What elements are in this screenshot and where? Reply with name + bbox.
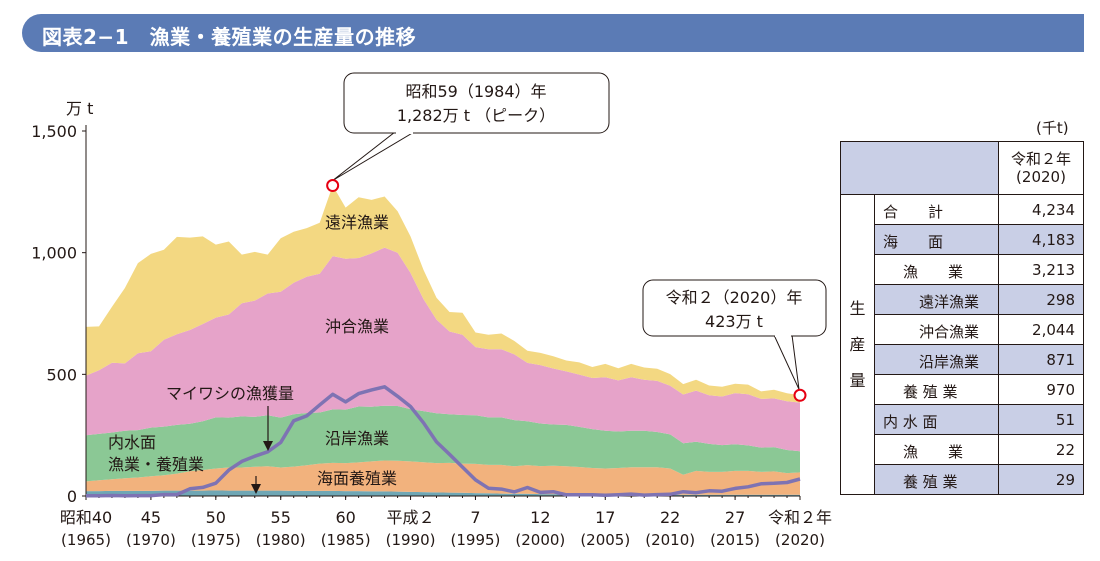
- x-tick-label: 27: [725, 508, 745, 527]
- x-tick-label: 昭和40: [60, 508, 112, 527]
- row-label-coastal: 沿岸漁業: [919, 353, 980, 371]
- table-unit: (千t): [1036, 119, 1069, 137]
- callout-peak-box: [343, 72, 610, 134]
- table-row-value: 871: [998, 344, 1084, 375]
- table-header-blank: [840, 141, 999, 195]
- table-row-label: 合 計: [874, 194, 999, 225]
- row-label-inland-aquaculture: 養 殖 業: [903, 473, 958, 491]
- callout-2020-box: [642, 279, 827, 337]
- production-table: 令和２年 (2020) 生産量 合 計 4,234 海 面 4,183 漁 業 3…: [840, 141, 1084, 495]
- y-tick-label: 1,000: [31, 244, 77, 263]
- sardine-line: [85, 385, 801, 498]
- y-tick-label: 0: [67, 487, 77, 506]
- x-tick-year: (2020): [775, 531, 825, 549]
- x-tick-year: (2015): [710, 531, 760, 549]
- area-series-4: [86, 185, 800, 403]
- row-label-aquaculture: 養 殖 業: [903, 383, 958, 401]
- x-tick-year: (1995): [451, 531, 501, 549]
- x-tick-year: (1990): [386, 531, 436, 549]
- area-series-1: [86, 460, 800, 495]
- x-tick-year: (2010): [645, 531, 695, 549]
- callout-2020-pointer: [773, 334, 800, 390]
- callout-peak-line1: 昭和59（1984）年: [405, 82, 546, 101]
- y-axis-unit: 万 t: [66, 99, 93, 118]
- table-header-line2: (2020): [1016, 168, 1066, 186]
- group-label-char: 量: [849, 370, 866, 390]
- table-row-label: 漁 業: [874, 434, 999, 465]
- x-tick-label: 12: [530, 508, 550, 527]
- sardine-arrow-head: [263, 441, 273, 451]
- x-tick-label: 45: [141, 508, 161, 527]
- annotation-offshore: 沖合漁業: [325, 317, 389, 336]
- table-group-label: 生産量: [840, 194, 875, 495]
- annotation-coastal: 沿岸漁業: [325, 429, 389, 448]
- table-row-label: 沖合漁業: [874, 314, 999, 345]
- table-row-label: 漁 業: [874, 254, 999, 285]
- table-row-value: 2,044: [998, 314, 1084, 345]
- x-tick-year: (1970): [126, 531, 176, 549]
- table-row-value: 4,183: [998, 224, 1084, 255]
- x-tick-year: (2000): [515, 531, 565, 549]
- table-row-label: 養 殖 業: [874, 374, 999, 405]
- x-tick-label: 令和２年: [768, 508, 832, 527]
- x-tick-label: 22: [660, 508, 680, 527]
- row-label-fishery: 漁 業: [903, 263, 964, 281]
- callout-peak-line2: 1,282万 t （ピーク）: [397, 106, 555, 125]
- table-row-label: 海 面: [874, 224, 999, 255]
- x-tick-year: (1965): [61, 531, 111, 549]
- callout-2020-line2: 423万 t: [705, 312, 763, 331]
- table-row-value: 298: [998, 284, 1084, 315]
- table-row-value: 3,213: [998, 254, 1084, 285]
- table-header-line1: 令和２年: [1010, 150, 1071, 168]
- annotation-distant: 遠洋漁業: [325, 213, 389, 232]
- title-bar: [22, 14, 1084, 52]
- group-label-char: 産: [849, 334, 866, 354]
- row-label-distant: 遠洋漁業: [919, 293, 980, 311]
- x-tick-label: 55: [271, 508, 291, 527]
- table-row-value: 29: [998, 464, 1084, 495]
- x-tick-year: (1985): [321, 531, 371, 549]
- annotation-sardine: マイワシの漁獲量: [166, 384, 294, 403]
- x-tick-label: 平成２: [387, 508, 435, 527]
- row-label-total: 合 計: [883, 203, 944, 221]
- callout-2020-line1: 令和２（2020）年: [666, 288, 803, 307]
- table-row-value: 51: [998, 404, 1084, 435]
- annotation-inland-sub: 漁業・養殖業: [108, 455, 204, 474]
- callout-peak-pointer: [332, 131, 416, 181]
- table-row-label: 養 殖 業: [874, 464, 999, 495]
- annotation-marine-aquaculture: 海面養殖業: [317, 469, 397, 488]
- x-tick-label: 60: [335, 508, 355, 527]
- area-series-2: [86, 405, 800, 482]
- y-tick-label: 1,500: [31, 122, 77, 141]
- table-row-value: 4,234: [998, 194, 1084, 225]
- table-row-value: 970: [998, 374, 1084, 405]
- x-tick-year: (1975): [191, 531, 241, 549]
- area-series-3: [86, 247, 800, 452]
- peak-marker: [326, 179, 340, 193]
- y-tick-label: 500: [46, 365, 77, 384]
- row-label-inland: 内 水 面: [883, 413, 938, 431]
- x-tick-label: 7: [470, 508, 480, 527]
- annotation-inland: 内水面: [108, 433, 156, 452]
- group-label-char: 生: [849, 298, 866, 318]
- row-label-inland-fishery: 漁 業: [903, 443, 964, 461]
- x-tick-label: 50: [206, 508, 226, 527]
- row-label-marine: 海 面: [883, 233, 944, 251]
- table-header-year: 令和２年 (2020): [998, 141, 1084, 195]
- table-row-label: 遠洋漁業: [874, 284, 999, 315]
- row-label-offshore: 沖合漁業: [919, 323, 980, 341]
- x-tick-year: (2005): [580, 531, 630, 549]
- table-row-label: 内 水 面: [874, 404, 999, 435]
- latest-marker: [793, 388, 807, 402]
- table-row-label: 沿岸漁業: [874, 344, 999, 375]
- page-title: 図表2−1 漁業・養殖業の生産量の推移: [42, 25, 417, 49]
- x-tick-year: (1980): [256, 531, 306, 549]
- x-tick-label: 17: [595, 508, 615, 527]
- table-row-value: 22: [998, 434, 1084, 465]
- inland-arrow-head: [251, 484, 261, 494]
